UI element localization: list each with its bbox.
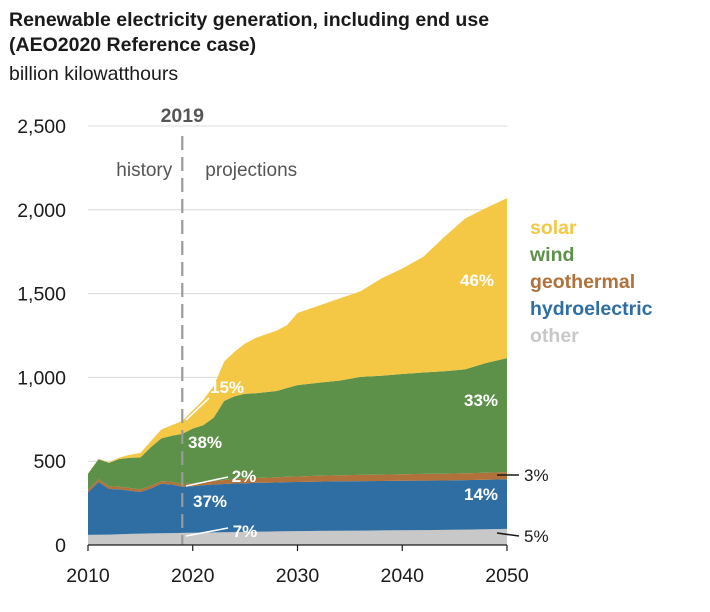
x-tick-label: 2050 <box>485 565 529 587</box>
y-tick-label: 1,000 <box>17 367 66 389</box>
leader-line <box>185 527 229 537</box>
share-label: 15% <box>210 378 244 397</box>
x-tick-label: 2030 <box>276 565 320 587</box>
share-label: 7% <box>233 522 258 541</box>
divider-year-label: 2019 <box>161 105 205 127</box>
area-hydroelectric <box>88 479 507 535</box>
legend-item-wind: wind <box>529 244 574 266</box>
area-wind <box>88 358 507 490</box>
share-label-outside: 5% <box>524 527 549 546</box>
share-annotations: 15% 38% 2% 37% 7% 46% 33% 3% 14% 5% <box>185 271 549 546</box>
area-solar <box>88 198 507 474</box>
y-tick-label: 2,500 <box>17 116 66 138</box>
legend-item-solar: solar <box>530 217 577 239</box>
y-tick-label: 0 <box>55 535 66 557</box>
legend-item-other: other <box>530 325 579 347</box>
stacked-areas <box>88 198 507 545</box>
leader-line <box>185 397 210 421</box>
share-label: 46% <box>460 271 494 290</box>
history-label: history <box>116 160 172 181</box>
chart-title-line-1: Renewable electricity generation, includ… <box>9 9 490 31</box>
legend: solar wind geothermal hydroelectric other <box>529 217 653 347</box>
share-label: 14% <box>464 485 498 504</box>
chart-subtitle: billion kilowatthours <box>9 63 179 85</box>
share-label: 2% <box>232 467 257 486</box>
leader-line <box>496 532 520 537</box>
share-label: 38% <box>188 433 222 452</box>
legend-item-geothermal: geothermal <box>530 271 635 293</box>
y-tick-label: 500 <box>33 451 66 473</box>
share-label: 37% <box>193 492 227 511</box>
x-tick-label: 2020 <box>171 565 215 587</box>
y-tick-label: 1,500 <box>17 284 66 306</box>
share-label-outside: 3% <box>524 466 549 485</box>
leader-line <box>185 476 229 487</box>
area-other <box>88 528 507 545</box>
legend-item-hydroelectric: hydroelectric <box>530 298 653 320</box>
chart-title: Renewable electricity generation, includ… <box>9 8 699 58</box>
share-label: 33% <box>464 391 498 410</box>
x-tick-label: 2010 <box>66 565 110 587</box>
projections-label: projections <box>205 160 297 181</box>
y-tick-label: 2,000 <box>17 200 66 222</box>
x-tick-label: 2040 <box>381 565 425 587</box>
chart-title-line-2: (AEO2020 Reference case) <box>9 34 257 56</box>
history-projection-divider: 2019 history projections <box>116 105 297 545</box>
axes: 0 500 1,000 1,500 2,000 2,500 2010 2020 2030 2040… <box>17 116 529 587</box>
area-geothermal <box>88 472 507 493</box>
